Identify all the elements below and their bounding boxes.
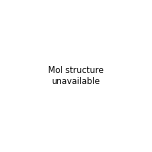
- Text: Mol structure
unavailable: Mol structure unavailable: [48, 66, 104, 86]
